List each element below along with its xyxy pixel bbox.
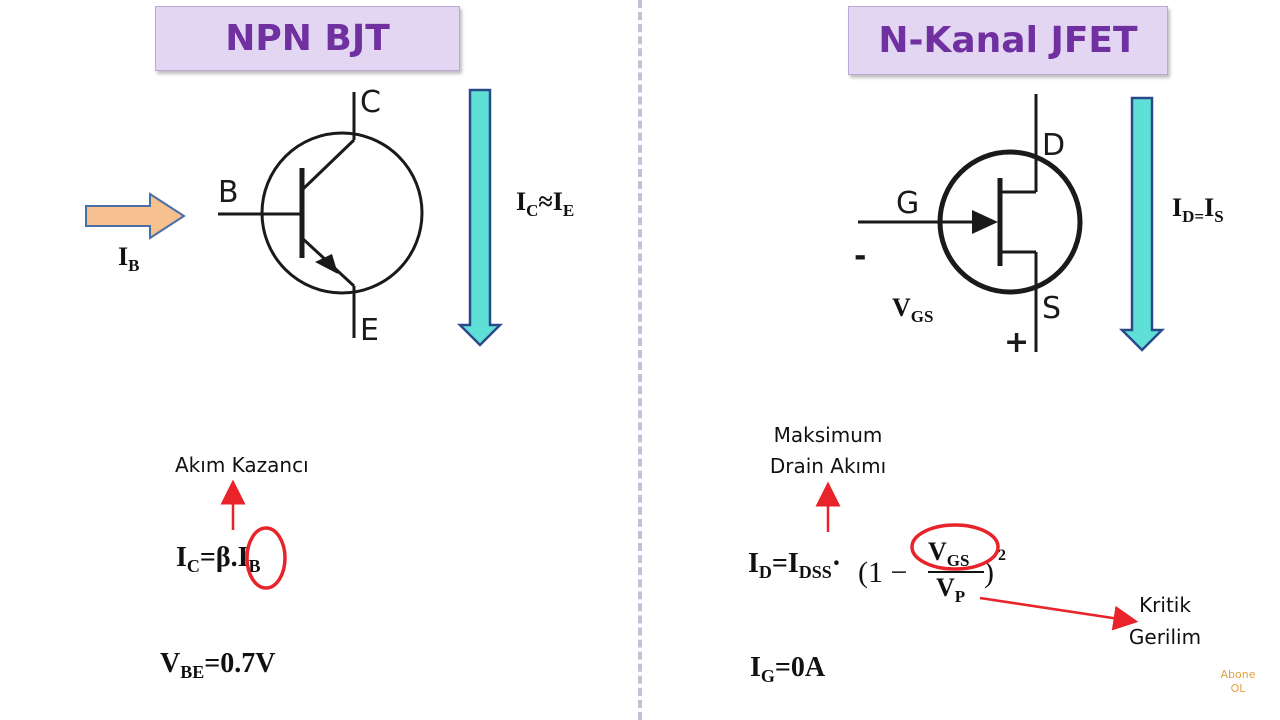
jfet-gate-arrow: [972, 210, 998, 234]
vgs-highlight-circle: [910, 523, 1000, 571]
ib-highlight-circle: [245, 526, 287, 590]
ic-formula: IC=β.IB: [176, 542, 261, 576]
id-formula-lhs: ID=IDSS·: [748, 548, 841, 582]
center-divider: [638, 0, 642, 720]
max-drain-label-line1: Maksimum: [774, 423, 883, 447]
max-drain-label-line2: Drain Akımı: [770, 454, 886, 478]
drain-current-arrow: [1118, 96, 1166, 352]
collector-current-arrow: [456, 88, 504, 347]
ib-label: IB: [118, 242, 139, 275]
plus-sign: +: [1004, 325, 1029, 360]
terminal-g-label: G: [896, 186, 919, 221]
terminal-c-label: C: [360, 85, 381, 120]
vgs-label: VGS: [892, 293, 933, 326]
id-formula-paren: (1 −: [858, 556, 907, 589]
vbe-formula: VBE=0.7V: [160, 648, 275, 682]
gain-label: Akım Kazancı: [175, 453, 309, 477]
minus-sign: -: [854, 239, 866, 274]
id-formula-numerator: VGS: [928, 537, 969, 570]
terminal-s-label: S: [1042, 291, 1061, 326]
npn-bjt-title: NPN BJT: [155, 6, 460, 71]
npn-emitter-arrow: [315, 254, 338, 274]
id-formula-denominator: VP: [936, 573, 965, 606]
id-formula-exponent: 2: [998, 547, 1006, 564]
npn-bjt-title-text: NPN BJT: [225, 18, 390, 59]
npn-transistor-symbol: [218, 92, 424, 338]
terminal-d-label: D: [1042, 128, 1065, 163]
subscribe-watermark-line2: OL: [1231, 682, 1247, 695]
critical-voltage-label-line2: Gerilim: [1129, 625, 1201, 649]
id-formula-close-paren: ): [984, 556, 994, 589]
jfet-symbol: [858, 94, 1083, 352]
terminal-e-label: E: [360, 313, 379, 348]
subscribe-watermark-line1: Abone: [1221, 668, 1256, 681]
n-channel-jfet-title-text: N-Kanal JFET: [878, 20, 1138, 61]
npn-collector-diagonal: [300, 138, 356, 192]
base-current-arrow: [85, 192, 186, 240]
ic-ie-relation: IC≈IE: [516, 187, 574, 220]
critical-voltage-label-line1: Kritik: [1139, 593, 1191, 617]
critical-voltage-pointer-arrow: [979, 596, 1139, 631]
id-is-relation: ID=IS: [1172, 193, 1224, 226]
ig-formula: IG=0A: [750, 652, 826, 686]
n-channel-jfet-title: N-Kanal JFET: [848, 6, 1168, 75]
terminal-b-label: B: [218, 175, 239, 210]
